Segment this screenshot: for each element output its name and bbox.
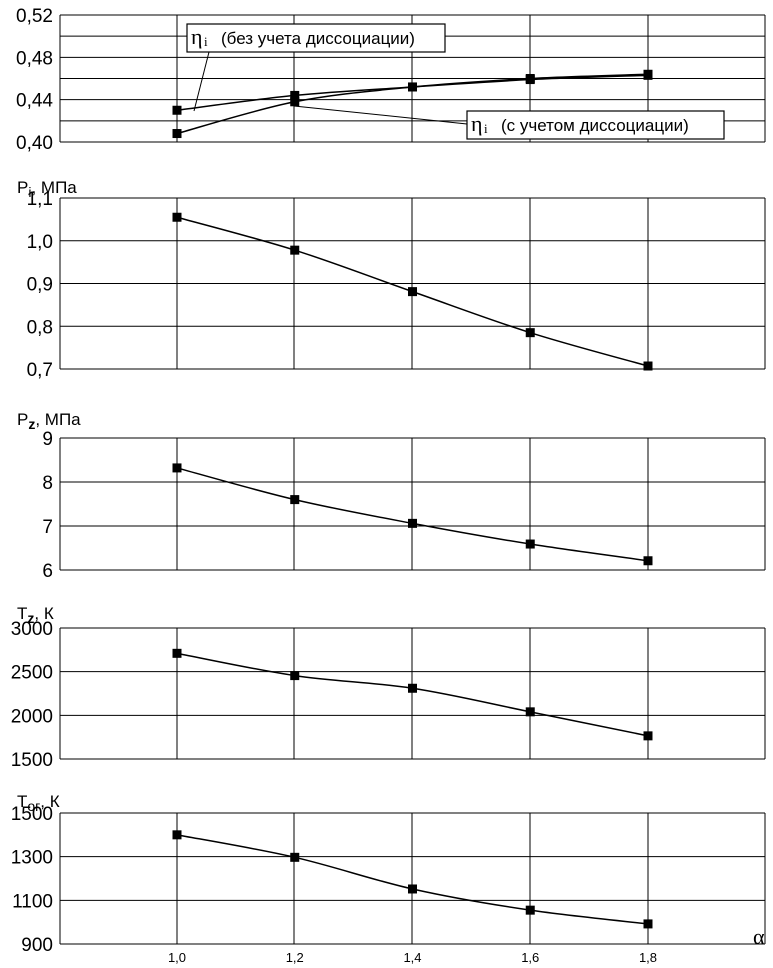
y-tick-label: 1500	[11, 804, 53, 825]
y-tick-label: 0,9	[27, 275, 53, 296]
legend-leader-line	[293, 105, 468, 125]
data-point-marker	[525, 905, 535, 915]
legend-subscript: i	[204, 34, 208, 49]
data-point-marker	[408, 683, 417, 693]
chart-panel: 0,7 0,8 0,9 1,0 1,1Pi, МПа	[17, 178, 766, 381]
data-point-marker	[643, 731, 653, 741]
y-tick-label: 0,48	[16, 48, 53, 69]
legend-box	[186, 23, 446, 53]
y-tick-label: 0,7	[27, 360, 53, 381]
chart-panel: 0,400,440,480,52η i (без учета диссоциации…	[16, 6, 766, 154]
y-tick-label: 7	[42, 517, 53, 538]
data-point-marker	[525, 74, 535, 83]
data-point-marker	[525, 707, 535, 717]
legend-label: (без учета диссоциации)	[221, 29, 415, 48]
y-tick-label: 2500	[11, 663, 53, 684]
data-point-marker	[290, 495, 300, 505]
data-point-marker	[172, 105, 182, 115]
y-axis-label: Pi, МПа	[17, 178, 77, 200]
data-point-marker	[643, 361, 653, 371]
y-tick-label: 1500	[11, 750, 53, 771]
legend-box	[466, 110, 725, 140]
data-point-marker	[408, 287, 417, 297]
x-axis-label: α	[753, 924, 765, 949]
y-tick-label: 0,44	[16, 91, 53, 112]
data-point-marker	[525, 539, 535, 549]
legend-subscript: i	[484, 121, 488, 136]
data-point-marker	[290, 852, 300, 862]
y-tick-label: 2000	[11, 706, 53, 727]
legend-symbol: η	[191, 24, 203, 49]
y-tick-label: 1300	[11, 848, 53, 869]
data-point-marker	[408, 82, 417, 92]
data-point-marker	[290, 671, 300, 681]
data-point-marker	[172, 648, 182, 658]
data-point-marker	[290, 245, 300, 255]
y-axis-label: Tz, К	[17, 604, 54, 626]
data-point-marker	[643, 919, 653, 929]
chart-panel: 6 7 8 9Pz, МПа	[17, 410, 766, 582]
y-tick-label: 9	[42, 429, 53, 450]
x-tick-label: 1,0	[168, 950, 186, 965]
y-tick-label: 900	[21, 935, 53, 956]
y-tick-label: 3000	[11, 619, 53, 640]
data-point-marker	[172, 129, 182, 139]
x-tick-label: 1,8	[639, 950, 657, 965]
data-point-marker	[643, 69, 653, 79]
y-tick-label: 1,0	[27, 232, 53, 253]
y-tick-label: 0,52	[16, 6, 53, 27]
data-point-marker	[172, 212, 182, 222]
y-tick-label: 6	[42, 561, 53, 582]
x-tick-label: 1,2	[286, 950, 304, 965]
data-point-marker	[290, 90, 300, 100]
data-point-marker	[290, 97, 300, 107]
x-tick-label: 1,6	[521, 950, 539, 965]
legend-symbol: η	[471, 111, 483, 136]
y-axis-label: Tог, К	[17, 792, 60, 814]
data-point-marker	[408, 518, 417, 528]
y-tick-label: 1100	[12, 891, 53, 912]
y-tick-label: 8	[42, 473, 53, 494]
legend-label: (с учетом диссоциации)	[501, 116, 689, 135]
data-point-marker	[172, 463, 182, 473]
y-tick-label: 1,1	[27, 189, 53, 210]
x-tick-label: 1,4	[403, 950, 421, 965]
data-point-marker	[408, 884, 417, 894]
y-tick-label: 0,40	[16, 133, 53, 154]
data-point-marker	[172, 830, 182, 840]
y-tick-label: 0,8	[27, 317, 53, 338]
y-axis-label: Pz, МПа	[17, 410, 81, 432]
data-point-marker	[525, 328, 535, 338]
legend-leader-line	[193, 51, 210, 112]
data-point-marker	[643, 556, 653, 566]
